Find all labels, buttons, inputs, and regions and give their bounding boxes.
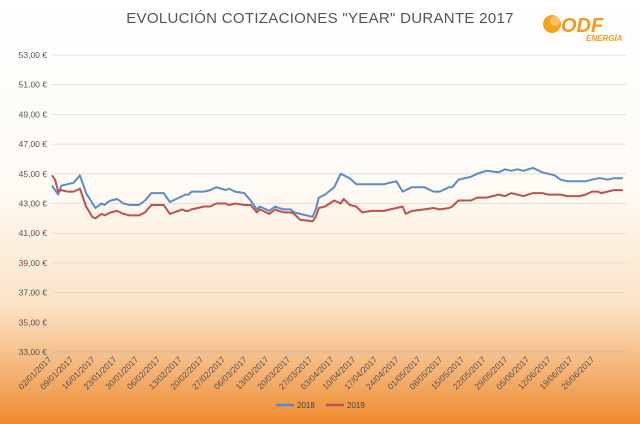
logo-sun-mark (543, 15, 561, 33)
series-lines (51, 166, 623, 223)
y-tick-label: 49,00 € (19, 109, 48, 119)
legend-label-2019: 2019 (347, 401, 365, 410)
odf-energia-logo: ODF ENERGÍA (543, 15, 623, 43)
y-tick-label: 41,00 € (19, 228, 48, 238)
legend: 2018 2019 (276, 401, 365, 410)
series-line-2019 (51, 174, 623, 223)
y-tick-label: 37,00 € (19, 288, 48, 298)
y-tick-label: 43,00 € (19, 199, 48, 209)
y-tick-label: 33,00 € (19, 347, 48, 357)
x-axis-tick-labels: 02/01/201709/01/201716/01/201723/01/2017… (16, 354, 596, 391)
y-tick-label: 45,00 € (19, 169, 48, 179)
y-tick-label: 53,00 € (19, 50, 48, 60)
y-tick-label: 47,00 € (19, 139, 48, 149)
y-tick-label: 35,00 € (19, 317, 48, 327)
series-line-2018 (51, 166, 623, 218)
chart-title: EVOLUCIÓN COTIZACIONES "YEAR" DURANTE 20… (126, 10, 514, 27)
y-tick-label: 39,00 € (19, 258, 48, 268)
y-tick-label: 51,00 € (19, 80, 48, 90)
legend-label-2018: 2018 (297, 401, 315, 410)
logo-odf-text: ODF (561, 15, 604, 37)
logo-energia-text: ENERGÍA (586, 34, 623, 43)
y-axis-tick-labels: 33,00 € 35,00 € 37,00 € 39,00 € 41,00 € 43,00… (19, 50, 48, 357)
